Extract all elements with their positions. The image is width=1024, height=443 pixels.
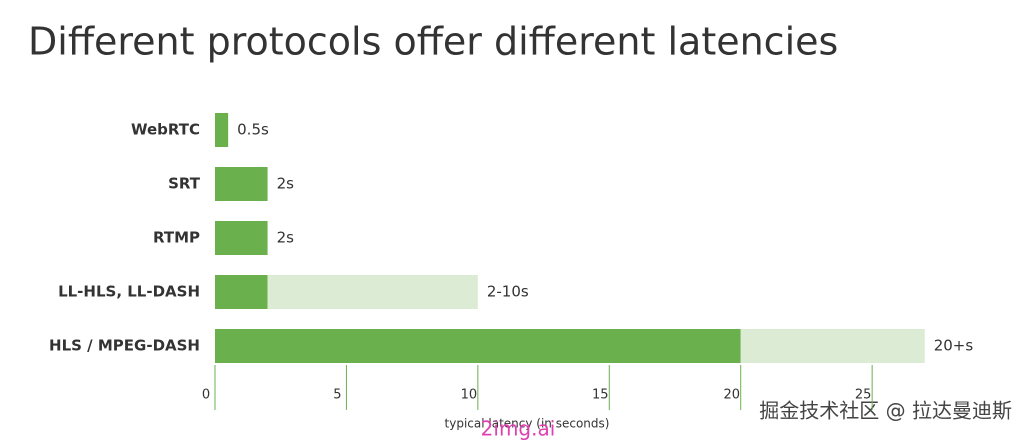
data-label: 20+s (934, 337, 974, 355)
y-tick-label: HLS / MPEG-DASH (49, 337, 200, 355)
y-tick-label: SRT (168, 175, 201, 193)
data-label: 0.5s (237, 121, 269, 139)
bar (740, 329, 925, 363)
watermark: 2img.ai (481, 417, 556, 441)
x-tick-label: 15 (592, 388, 609, 403)
x-axis-label: typical latency (in seconds) (445, 417, 610, 431)
data-label: 2s (277, 175, 295, 193)
bar (215, 275, 268, 309)
y-tick-label: LL-HLS, LL-DASH (58, 283, 200, 301)
x-tick-label: 0 (202, 388, 210, 403)
x-tick-label: 5 (333, 388, 341, 403)
x-tick-label: 20 (723, 388, 740, 403)
data-label: 2s (277, 229, 295, 247)
y-tick-label: WebRTC (131, 121, 200, 139)
x-tick-label: 25 (855, 388, 872, 403)
data-label: 2-10s (487, 283, 529, 301)
watermark: 掘金技术社区 @ 拉达曼迪斯 (759, 399, 1012, 423)
bar (267, 275, 478, 309)
x-tick-label: 10 (461, 388, 478, 403)
bar (215, 329, 741, 363)
bar (215, 167, 268, 201)
y-tick-label: RTMP (153, 229, 200, 247)
chart-title: Different protocols offer different late… (28, 20, 838, 64)
bar (215, 113, 229, 147)
bar (215, 221, 268, 255)
